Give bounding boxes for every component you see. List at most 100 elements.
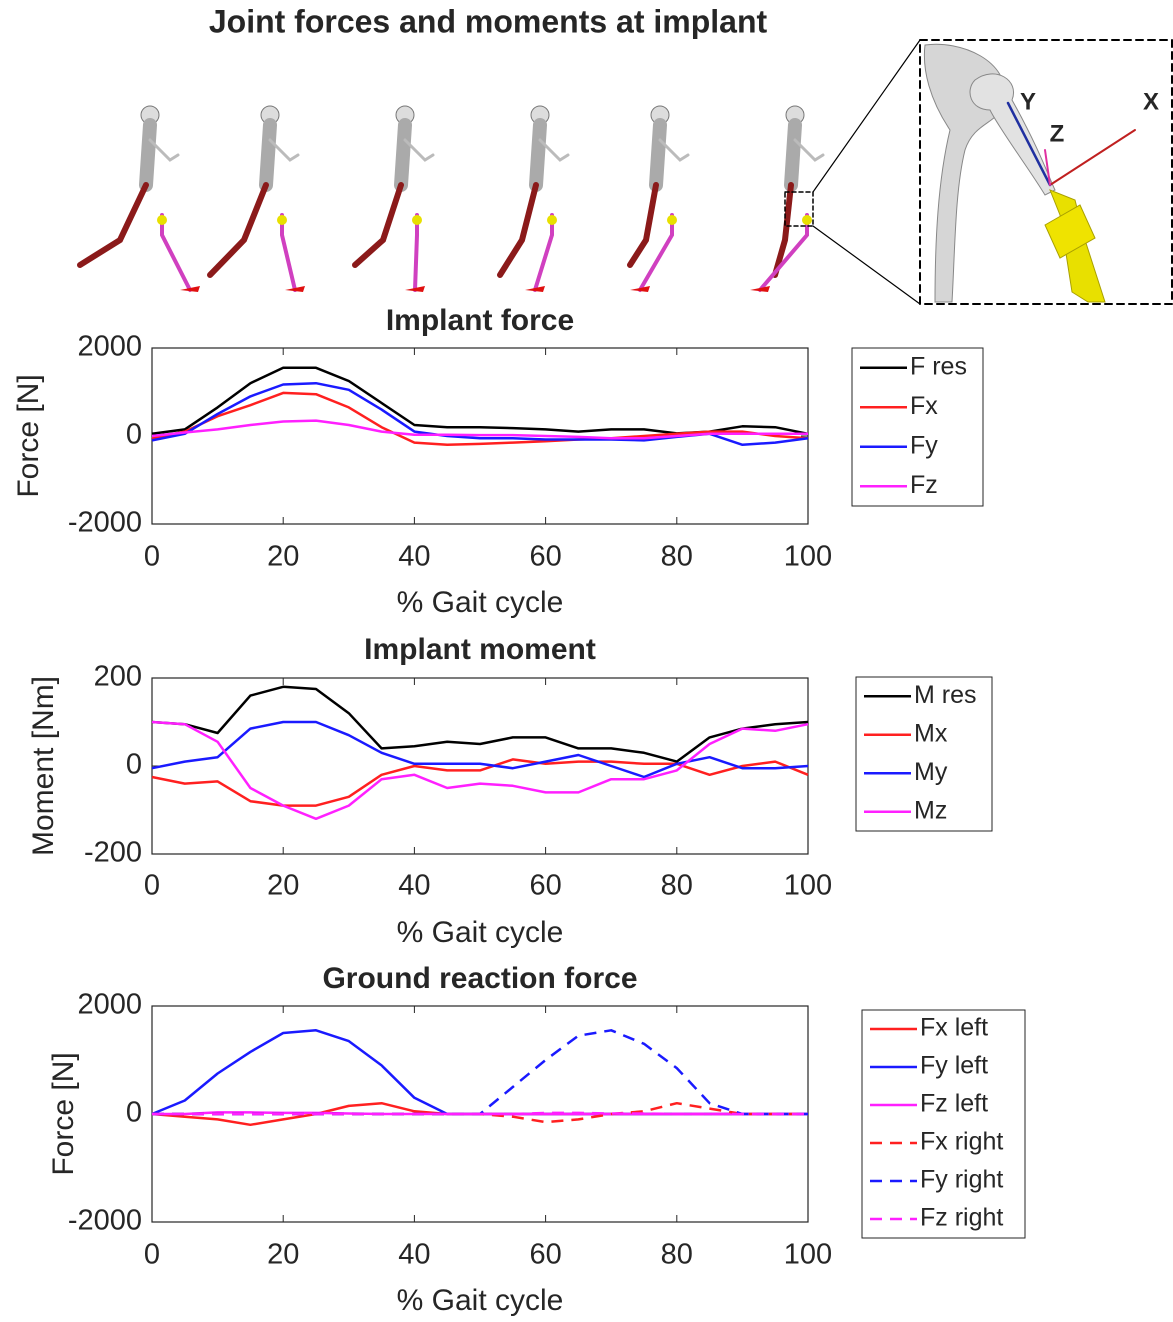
legend-label: F res	[910, 352, 967, 380]
inset-frame	[919, 39, 1173, 305]
y-tick-label: -200	[84, 837, 142, 869]
foot	[750, 286, 770, 292]
x-tick-label: 80	[661, 870, 693, 902]
zoom-line	[812, 225, 921, 305]
walker	[750, 105, 825, 292]
implant	[412, 215, 422, 225]
walkers	[77, 105, 825, 292]
legend-box	[855, 676, 993, 832]
torso	[259, 118, 277, 192]
legend-box	[861, 1009, 1026, 1239]
implant	[547, 215, 557, 225]
prosthesis	[413, 213, 419, 292]
y-axis-label: Force [N]	[47, 1052, 80, 1175]
walker	[627, 105, 690, 292]
torso	[529, 118, 547, 192]
gait-illustration: X Y Z	[77, 39, 1173, 305]
x-tick-label: 100	[784, 870, 832, 902]
x-tick-label: 80	[661, 541, 693, 573]
torso	[139, 118, 157, 192]
axis-label: Z	[1050, 120, 1065, 147]
foot	[180, 286, 200, 292]
x-tick-label: 80	[661, 1239, 693, 1271]
x-tick-label: 40	[398, 1239, 430, 1271]
chart-title: Ground reaction force	[322, 962, 637, 995]
x-tick-label: 20	[267, 870, 299, 902]
legend-label: Fx right	[920, 1128, 1003, 1156]
x-tick-label: 20	[267, 1239, 299, 1271]
legend-label: Fz	[910, 471, 938, 499]
y-tick-label: -2000	[68, 507, 142, 539]
legend-label: Fz right	[920, 1204, 1003, 1232]
walker	[497, 105, 570, 292]
x-tick-label: 60	[529, 1239, 561, 1271]
y-tick-label: -2000	[68, 1205, 142, 1237]
leg-muscle	[207, 182, 269, 278]
implant	[802, 215, 812, 225]
figure-title: Joint forces and moments at implant	[209, 3, 768, 39]
foot	[285, 286, 305, 292]
series-line	[151, 758, 809, 807]
implant	[277, 215, 287, 225]
zoom-line	[812, 39, 921, 193]
leg-muscle	[627, 182, 659, 268]
axis-y	[1006, 101, 1052, 187]
legend-label: Fy	[910, 431, 938, 459]
x-axis-label: % Gait cycle	[397, 916, 564, 949]
torso	[394, 118, 412, 192]
legend-label: Fx	[910, 392, 938, 420]
axis-label: Y	[1020, 88, 1036, 115]
series-line	[151, 419, 808, 440]
x-tick-label: 100	[784, 541, 832, 573]
legend-box	[851, 347, 984, 507]
arm	[538, 138, 570, 162]
implant	[667, 215, 677, 225]
x-tick-label: 60	[529, 541, 561, 573]
series-line	[151, 720, 809, 779]
legend-label: M res	[914, 681, 977, 709]
x-tick-label: 40	[398, 870, 430, 902]
legend-label: Mx	[914, 719, 948, 747]
torso	[784, 118, 802, 192]
series-line	[151, 391, 809, 447]
walker	[207, 105, 305, 292]
legend-label: Fy left	[920, 1052, 988, 1080]
y-tick-label: 0	[126, 749, 142, 781]
x-tick-label: 0	[144, 541, 160, 573]
axis-label: X	[1143, 88, 1159, 115]
legend-label: Fz left	[920, 1090, 988, 1118]
legend-label: Fx left	[920, 1014, 988, 1042]
torso	[649, 118, 667, 192]
legend-label: Fy right	[920, 1166, 1003, 1194]
prosthesis	[160, 213, 192, 292]
x-tick-label: 100	[784, 1239, 832, 1271]
leg-muscle	[772, 182, 794, 278]
arm	[148, 138, 180, 162]
x-tick-label: 0	[144, 870, 160, 902]
series-line	[151, 720, 809, 821]
arm	[793, 138, 825, 162]
y-tick-label: 200	[94, 661, 142, 693]
x-tick-label: 60	[529, 870, 561, 902]
arm	[658, 138, 690, 162]
x-tick-label: 40	[398, 541, 430, 573]
walker	[77, 105, 200, 292]
foot	[630, 286, 650, 292]
leg-muscle	[352, 182, 404, 268]
y-tick-label: 2000	[77, 331, 142, 363]
series-line	[151, 685, 809, 763]
x-axis-label: % Gait cycle	[397, 1284, 564, 1317]
prosthesis	[533, 213, 554, 292]
plot-area	[151, 677, 809, 855]
inset-femur	[969, 73, 1056, 196]
y-axis-label: Force [N]	[12, 374, 45, 497]
x-tick-label: 0	[144, 1239, 160, 1271]
chart-title: Implant force	[386, 304, 574, 337]
foot	[405, 286, 425, 292]
x-tick-label: 20	[267, 541, 299, 573]
axis-x	[1049, 129, 1136, 186]
axis-z	[1044, 149, 1051, 186]
walker	[352, 105, 435, 292]
leg-muscle	[497, 182, 539, 278]
